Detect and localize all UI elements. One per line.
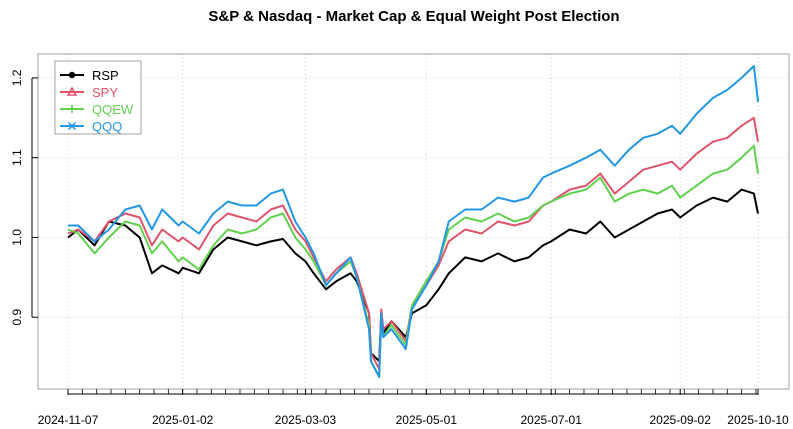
legend-marker-qqew bbox=[68, 105, 76, 113]
y-tick-label: 1.0 bbox=[10, 229, 24, 246]
chart-legend: RSP SPY QQEW QQQ bbox=[54, 60, 142, 135]
grid-layer bbox=[38, 54, 789, 389]
x-tick-label: 2025-03-03 bbox=[275, 413, 337, 427]
legend-label-spy: SPY bbox=[92, 85, 118, 100]
x-tick-label: 2025-10-10 bbox=[727, 413, 789, 427]
series-line-rsp bbox=[67, 188, 759, 363]
legend-marker-qqq bbox=[67, 121, 77, 131]
legend-label-qqew: QQEW bbox=[92, 102, 134, 117]
x-tick-label: 2024-11-07 bbox=[38, 413, 99, 427]
legend-label-qqq: QQQ bbox=[92, 119, 122, 134]
legend-label-rsp: RSP bbox=[92, 68, 119, 83]
x-tick-label: 2025-07-01 bbox=[521, 413, 583, 427]
x-axis: 2024-11-07 2025-01-02 2025-03-03 2025-05-01… bbox=[38, 389, 789, 427]
plot-frame bbox=[37, 53, 790, 390]
series-line-qqew bbox=[67, 144, 759, 378]
y-axis: 0.9 1.0 1.1 1.2 bbox=[10, 69, 38, 326]
chart-title: S&P & Nasdaq - Market Cap & Equal Weight… bbox=[208, 8, 619, 25]
legend-box bbox=[54, 60, 142, 135]
y-tick-label: 0.9 bbox=[10, 309, 24, 326]
x-tick-label: 2025-09-02 bbox=[650, 413, 712, 427]
legend-marker-rsp bbox=[68, 71, 76, 79]
x-tick-label: 2025-05-01 bbox=[396, 413, 458, 427]
series-line-spy bbox=[67, 116, 759, 371]
y-tick-label: 1.1 bbox=[10, 149, 24, 166]
x-tick-label: 2025-01-02 bbox=[152, 413, 214, 427]
legend-marker-spy bbox=[66, 86, 78, 96]
series-layer bbox=[67, 65, 759, 378]
y-tick-label: 1.2 bbox=[10, 69, 24, 86]
series-line-qqq bbox=[68, 65, 759, 378]
